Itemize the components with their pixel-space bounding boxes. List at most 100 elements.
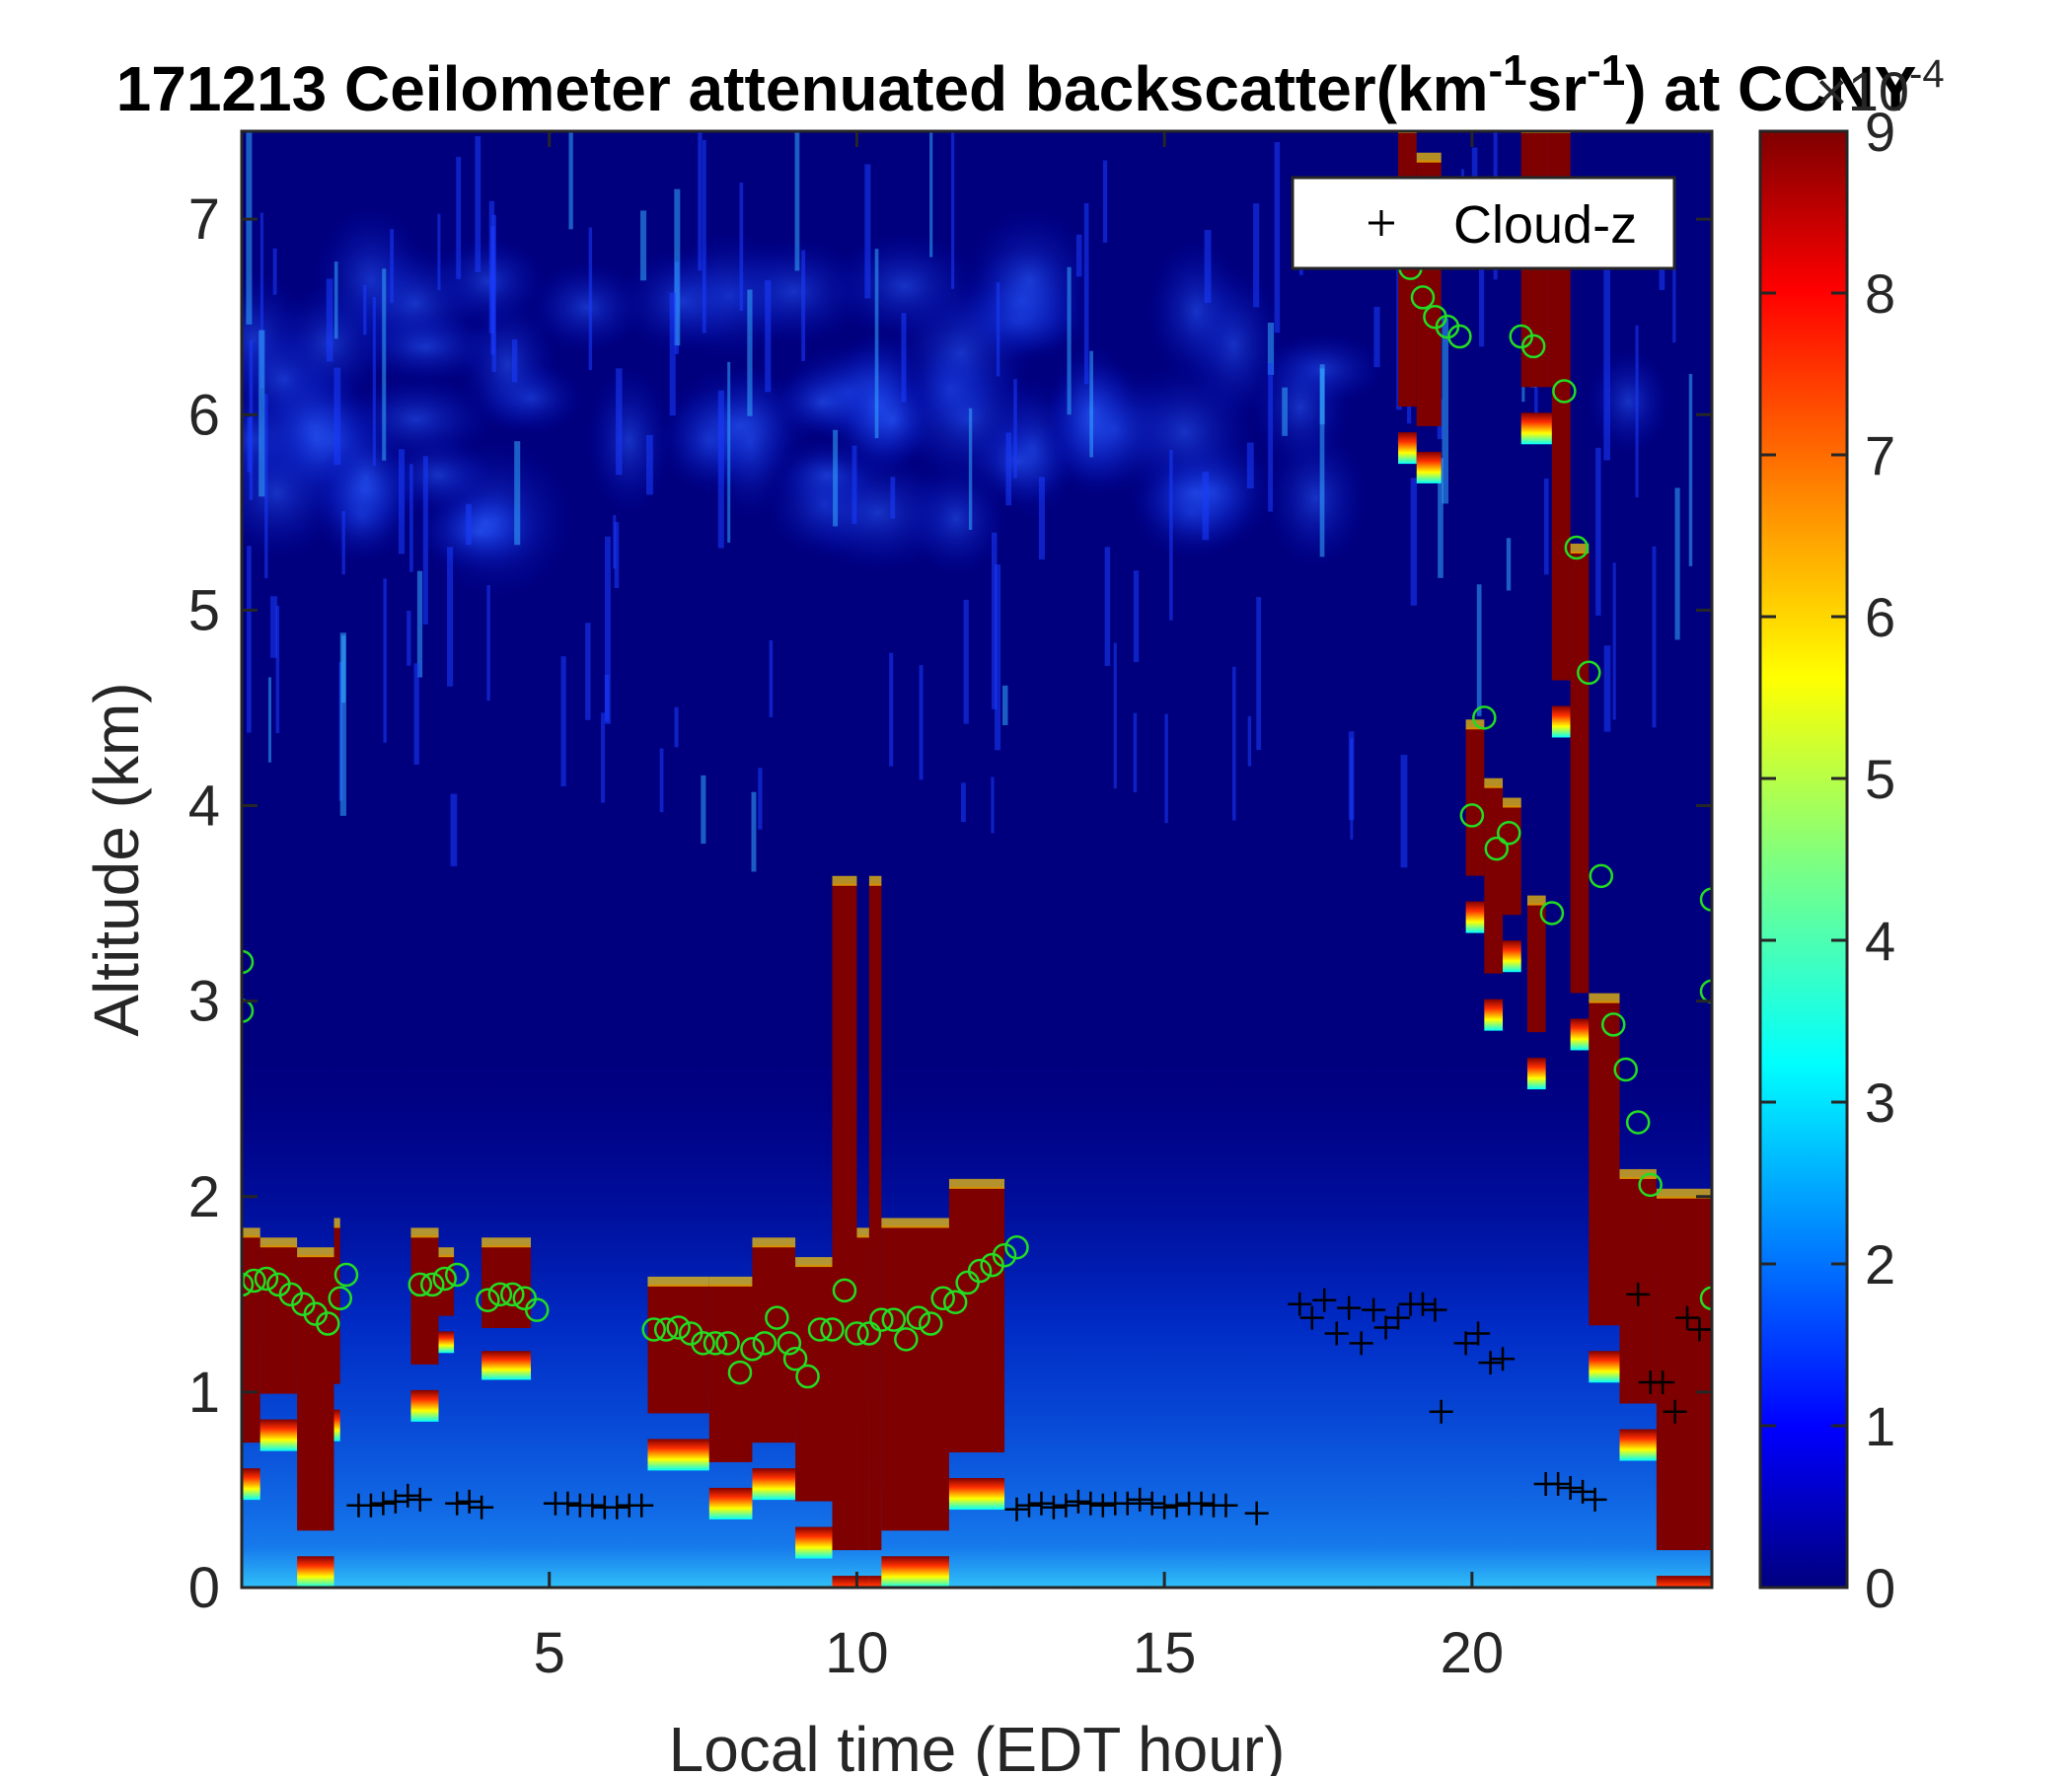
speckle-streak: [437, 213, 441, 291]
layer-circle-marker: [1520, 333, 1546, 359]
layer-circle-marker: [1472, 705, 1497, 730]
layer-base-edge: [410, 1389, 439, 1422]
speckle-streak: [1274, 142, 1281, 333]
layer-circle-marker: [328, 1286, 352, 1311]
layer-circle-marker: [703, 1331, 728, 1356]
speckle-streak: [1476, 584, 1482, 716]
dense-layer: [333, 1225, 340, 1384]
layer-circle-marker: [653, 1317, 679, 1342]
layer-base-edge: [1484, 999, 1504, 1031]
speckle-streak: [333, 261, 338, 339]
layer-circle-marker: [715, 1331, 740, 1356]
speckle-streak: [1067, 266, 1072, 415]
x-tick-label: 15: [1133, 1621, 1197, 1685]
speckle-streak: [422, 456, 428, 625]
layer-circle-marker: [444, 1262, 470, 1288]
haze-blob: [770, 366, 876, 439]
layer-circle-marker: [832, 1278, 857, 1303]
layer-circle-marker: [918, 1311, 943, 1336]
haze-blob: [772, 439, 882, 512]
speckle-streak: [1268, 363, 1274, 512]
speckle-streak: [259, 330, 265, 497]
layer-base-edge: [242, 1468, 260, 1501]
cloud-z-marker: [1115, 1491, 1140, 1516]
speckle-streak: [659, 748, 664, 813]
layer-top-edge: [1619, 1168, 1657, 1179]
layer-circle-marker: [476, 1288, 500, 1313]
layer-top-edge: [242, 1227, 260, 1238]
dense-layer: [259, 1245, 298, 1394]
dense-layer: [297, 1255, 334, 1531]
layer-top-edge: [647, 1276, 709, 1287]
dense-layer: [881, 1225, 949, 1531]
speckle-streak: [1674, 487, 1680, 640]
speckle-streak: [1603, 269, 1611, 461]
cloud-z-marker: [383, 1489, 407, 1514]
layer-base-edge: [1465, 901, 1485, 933]
layer-circle-marker: [992, 1242, 1017, 1268]
cloud-z-marker: [1466, 1321, 1491, 1346]
layer-top-edge: [948, 1178, 1005, 1189]
cloud-z-marker: [358, 1493, 383, 1517]
cloud-z-marker: [445, 1491, 470, 1516]
speckle-streak: [1256, 597, 1262, 751]
layer-circle-marker: [500, 1282, 525, 1307]
layer-circle-marker: [1410, 285, 1436, 310]
dense-layer: [647, 1284, 709, 1414]
cloud-z-marker: [1349, 1331, 1373, 1356]
speckle-streak: [511, 338, 518, 383]
speckle-streak: [1282, 387, 1288, 436]
layer-base-edge: [647, 1439, 709, 1471]
speckle-streak: [963, 599, 969, 724]
y-tick-label: 3: [188, 970, 220, 1034]
layer-top-edge: [1656, 1188, 1712, 1199]
y-tick-label: 0: [188, 1556, 220, 1620]
layer-circle-marker: [1552, 379, 1577, 404]
cloud-z-marker: [1164, 1493, 1189, 1517]
speckle-streak: [416, 570, 423, 678]
layer-top-edge: [856, 1227, 869, 1238]
speckle-streak: [951, 131, 955, 289]
speckle-streak: [1133, 570, 1140, 663]
layer-circle-marker: [777, 1331, 802, 1356]
speckle-streak: [413, 663, 419, 766]
layer-circle-marker: [1589, 863, 1614, 889]
layer-circle-marker: [666, 1315, 691, 1340]
speckle-streak: [247, 546, 252, 733]
speckle-streak: [382, 268, 387, 461]
speckle-streak: [889, 652, 894, 767]
speckle-streak: [450, 793, 458, 866]
speckle-streak: [1319, 368, 1325, 557]
speckle-streak: [1113, 642, 1117, 789]
speckle-streak: [363, 284, 367, 335]
layer-circle-marker: [1613, 1057, 1638, 1082]
layer-circle-marker: [942, 1290, 968, 1314]
layer-circle-marker: [1564, 535, 1590, 560]
layer-circle-marker: [333, 1262, 359, 1288]
speckle-streak: [717, 390, 724, 549]
speckle-streak: [326, 278, 333, 362]
speckle-streak: [758, 768, 763, 830]
y-tick-label: 1: [188, 1361, 220, 1425]
x-tick-label: 20: [1441, 1621, 1505, 1685]
layer-base-edge: [795, 1526, 833, 1559]
layer-base-edge: [1416, 451, 1442, 483]
speckle-streak: [1204, 230, 1212, 304]
cloud-z-marker: [371, 1491, 396, 1516]
cloud-z-marker: [1410, 1292, 1435, 1316]
speckle-streak: [851, 445, 857, 524]
colorbar-tick-label: 2: [1865, 1233, 1895, 1295]
y-tick-label: 6: [188, 383, 220, 447]
cloud-z-marker: [1453, 1331, 1478, 1356]
speckle-streak: [488, 200, 495, 333]
colorbar-tick-label: 0: [1865, 1557, 1895, 1619]
speckle-streak: [1002, 685, 1008, 725]
speckle-streak: [995, 564, 1001, 751]
layer-top-edge: [1416, 152, 1442, 163]
cloud-z-marker: [1054, 1493, 1078, 1517]
layer-top-edge: [1526, 895, 1546, 906]
speckle-streak: [919, 665, 924, 780]
layer-top-edge: [297, 1247, 334, 1258]
colorbar: 0 1 2 3 4 5 6 7 8 9 ×10-4: [1758, 52, 1945, 1619]
